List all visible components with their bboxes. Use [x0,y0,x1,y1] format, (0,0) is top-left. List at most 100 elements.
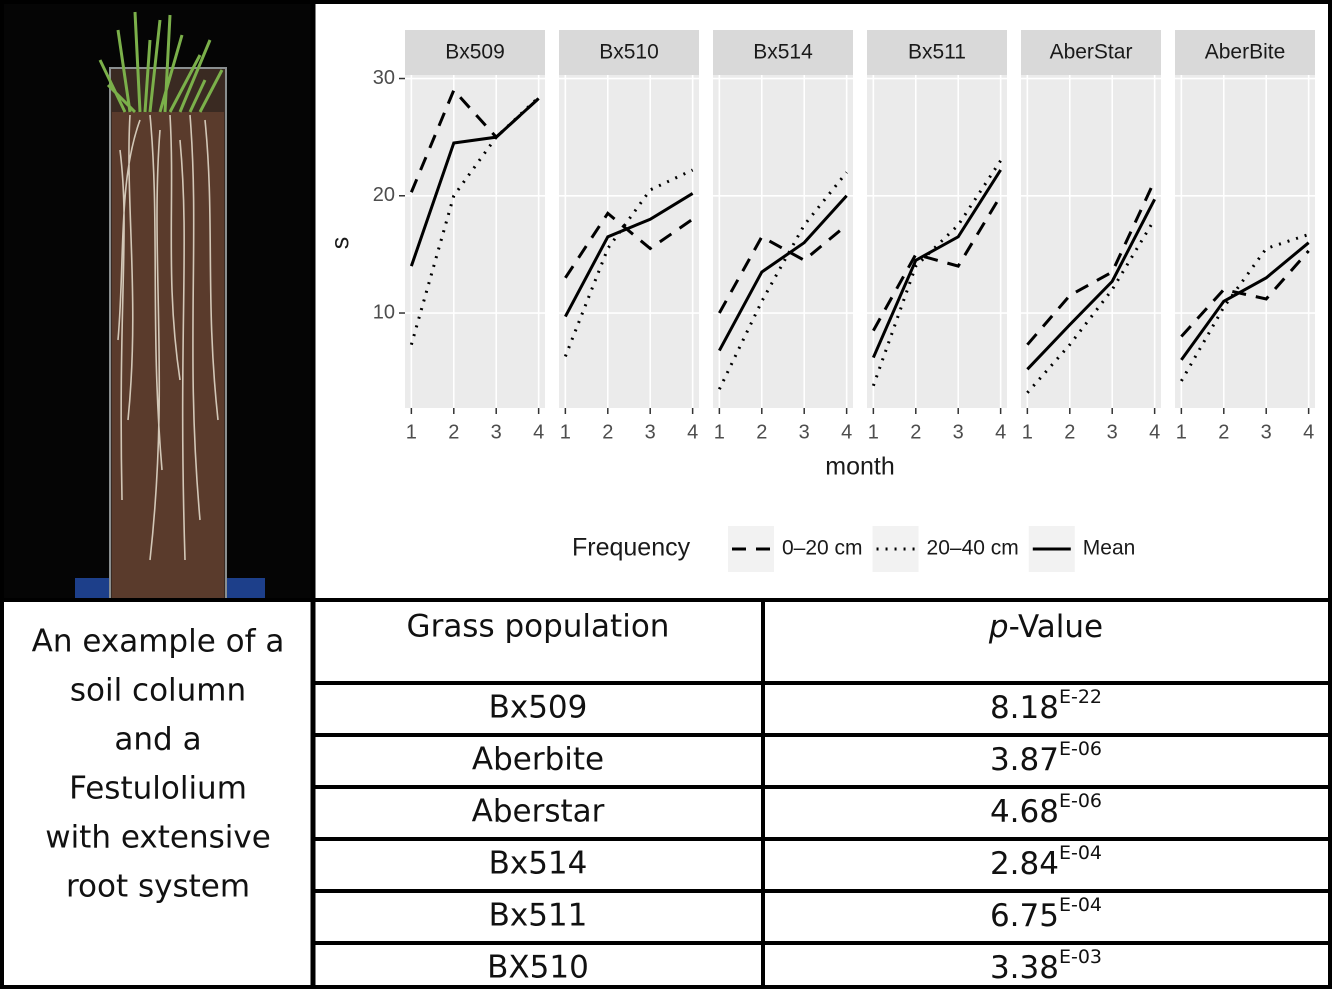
legend-label: Mean [1083,537,1136,560]
p-exponent: E-06 [1059,738,1102,760]
x-tick-label: 4 [841,421,852,443]
y-tick-label: 30 [373,67,395,89]
panel-background [1175,75,1315,408]
p-mantissa: 3.87 [990,742,1059,778]
x-tick-label: 3 [645,421,656,443]
x-tick-label: 2 [1218,421,1229,443]
strip-title: Bx514 [753,41,813,64]
strip-title: Bx510 [599,41,659,64]
x-tick-label: 4 [1303,421,1314,443]
series-line [564,192,694,318]
caption-line: An example of a [32,624,285,660]
p-exponent: E-03 [1059,946,1102,968]
y-tick-label: 20 [373,184,395,206]
soil-column-photo [0,0,315,601]
caption-line: Festulolium [69,771,247,807]
x-tick-label: 4 [995,421,1006,443]
strip [713,30,853,75]
facet-panel: Bx514 1 2 3 4 [713,30,853,443]
p-mantissa: 4.68 [990,794,1059,830]
y-axis-title: s [327,237,355,250]
x-tick-label: 3 [799,421,810,443]
x-tick-label: 3 [491,421,502,443]
p-mantissa: 8.18 [990,690,1059,726]
header-p-value: p-Value [988,609,1103,645]
series-line [871,169,1002,359]
strip-title: AberStar [1050,41,1133,64]
p-value-cell: 6.75E-04 [990,894,1102,934]
population-cell: Aberstar [472,794,605,830]
strip-title: Bx509 [445,41,505,64]
series-line [1180,249,1310,338]
panel-background [867,75,1007,408]
legend-title: Frequency [572,534,691,562]
strip-title: AberBite [1205,41,1286,64]
x-tick-label: 1 [714,421,725,443]
p-mantissa: 6.75 [990,898,1059,934]
p-exponent: E-04 [1059,894,1102,916]
x-tick-label: 2 [448,421,459,443]
x-tick-label: 1 [1176,421,1187,443]
series-line [718,194,848,352]
x-tick-label: 1 [868,421,879,443]
p-value-cell: 3.38E-03 [990,946,1102,986]
p-mantissa: 3.38 [990,950,1059,986]
x-tick-label: 1 [406,421,417,443]
p-value-cell: 8.18E-22 [990,686,1102,726]
legend-label: 0–20 cm [782,537,863,560]
p-exponent: E-06 [1059,790,1102,812]
facet-panel: Bx510 1 2 3 4 [559,30,699,443]
population-cell: Bx514 [489,846,588,882]
p-value-cell: 2.84E-04 [990,842,1102,882]
legend-label: 20–40 cm [927,537,1019,560]
p-mantissa: 2.84 [990,846,1059,882]
x-tick-label: 2 [910,421,921,443]
panel-background [405,75,545,408]
x-tick-label: 3 [953,421,964,443]
caption-line: root system [66,869,250,905]
facet-panel: AberStar 1 2 3 4 [1021,30,1161,443]
caption-line: soil column [70,673,246,709]
x-tick-label: 1 [560,421,571,443]
x-tick-label: 2 [602,421,613,443]
p-exponent: E-22 [1059,686,1102,708]
p-value-cell: 4.68E-06 [990,790,1102,830]
population-cell: Aberbite [472,742,604,778]
population-cell: BX510 [487,950,589,986]
series-line [871,159,1002,387]
series-line [1026,198,1156,371]
x-tick-label: 4 [533,421,544,443]
x-tick-label: 2 [1064,421,1075,443]
facet-panel: AberBite 1 2 3 4 [1175,30,1315,443]
panel-background [559,75,699,408]
strip [1175,30,1315,75]
facet-panel: Bx511 1 2 3 4 [867,30,1007,443]
x-tick-label: 3 [1261,421,1272,443]
strip [867,30,1007,75]
strip [405,30,545,75]
series-line [409,97,540,267]
series-line [872,194,1002,332]
header-population: Grass population [407,609,670,645]
y-tick-label: 10 [373,301,395,323]
panel-background [713,75,853,408]
x-axis-title: month [825,453,894,481]
x-tick-label: 3 [1107,421,1118,443]
strip [1021,30,1161,75]
series-line [564,211,694,279]
x-tick-label: 2 [756,421,767,443]
caption-line: with extensive [45,820,271,856]
header-p: p [988,609,1009,645]
x-tick-label: 1 [1022,421,1033,443]
p-exponent: E-04 [1059,842,1102,864]
p-value-cell: 3.87E-06 [990,738,1102,778]
series-line [1180,241,1310,361]
strip-title: Bx511 [908,41,966,64]
population-cell: Bx509 [489,690,588,726]
header-value: -Value [1009,609,1104,645]
x-tick-label: 4 [687,421,698,443]
caption-line: and a [114,722,201,758]
